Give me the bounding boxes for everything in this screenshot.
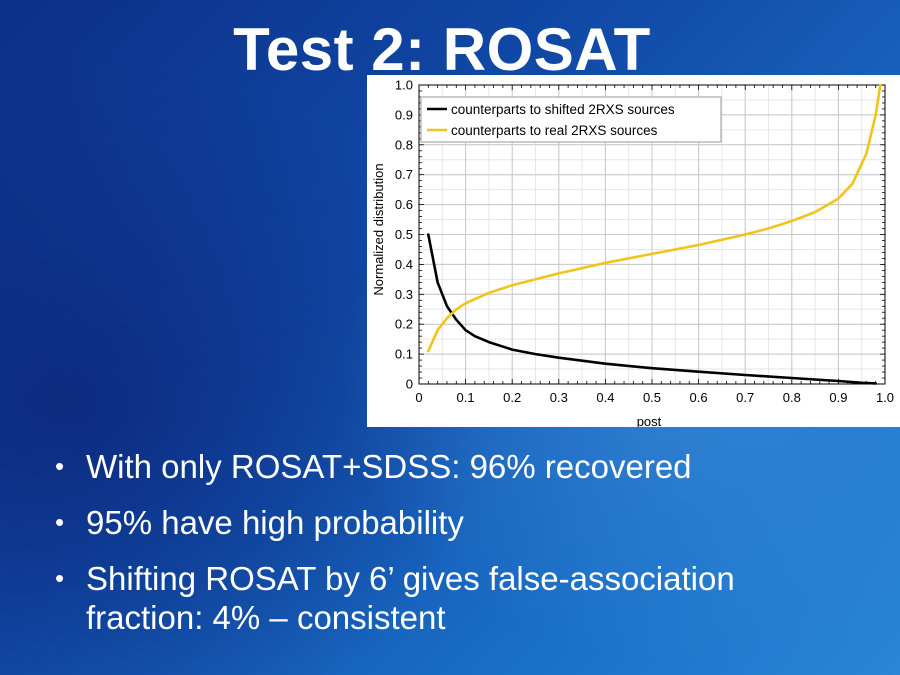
- y-tick-label: 0.4: [395, 257, 413, 272]
- bullet-text: 95% have high probability: [86, 504, 464, 541]
- y-axis-label: Normalized distribution: [371, 163, 386, 295]
- y-tick-label: 0.7: [395, 167, 413, 182]
- series-line-1: [427, 233, 877, 385]
- bullet-dot: •: [55, 507, 65, 537]
- chart-series: [427, 83, 882, 385]
- bullet-list: • With only ROSAT+SDSS: 96% recovered • 95…: [55, 447, 855, 654]
- y-tick-label: 0.8: [395, 137, 413, 152]
- line-chart: 0 0.1 0.2 0.3 0.4 0.5 0.6 0.7 0.8 0.9 1.0 0 0.1 0.2 0.…: [371, 78, 894, 428]
- legend-box: [420, 96, 722, 143]
- y-tick-label: 0: [406, 377, 413, 392]
- bullet-dot: •: [55, 451, 65, 481]
- bullet-text: Shifting ROSAT by 6’ gives false-associa…: [86, 560, 735, 636]
- legend-label: counterparts to real 2RXS sources: [451, 123, 658, 138]
- legend-label: counterparts to shifted 2RXS sources: [451, 102, 675, 117]
- y-tick-label: 0.2: [395, 317, 413, 332]
- bullet-item: • 95% have high probability: [55, 503, 855, 542]
- bullet-text: With only ROSAT+SDSS: 96% recovered: [86, 448, 692, 485]
- x-tick-label: 0.7: [736, 390, 754, 405]
- y-tick-label: 0.5: [395, 227, 413, 242]
- x-tick-label: 1.0: [876, 390, 894, 405]
- y-tick-label: 0.6: [395, 197, 413, 212]
- x-tick-label: 0: [415, 390, 422, 405]
- axis-ticks: 0 0.1 0.2 0.3 0.4 0.5 0.6 0.7 0.8 0.9 1.0 0 0.1 0.2 0.…: [395, 78, 894, 406]
- y-tick-label: 0.3: [395, 287, 413, 302]
- y-tick-label: 1.0: [395, 78, 413, 93]
- x-tick-label: 0.8: [783, 390, 801, 405]
- y-tick-label: 0.9: [395, 107, 413, 122]
- bullet-item: • Shifting ROSAT by 6’ gives false-associ…: [55, 559, 855, 637]
- x-tick-label: 0.5: [643, 390, 661, 405]
- series-line-2: [427, 83, 882, 353]
- bullet-dot: •: [55, 563, 65, 593]
- x-tick-label: 0.2: [503, 390, 521, 405]
- x-tick-label: 0.3: [550, 390, 568, 405]
- x-axis-label: post: [637, 414, 662, 427]
- x-tick-label: 0.9: [829, 390, 847, 405]
- x-tick-label: 0.1: [457, 390, 475, 405]
- y-tick-label: 0.1: [395, 347, 413, 362]
- bullet-item: • With only ROSAT+SDSS: 96% recovered: [55, 447, 855, 486]
- chart-legend: counterparts to shifted 2RXS sources coun…: [420, 96, 722, 143]
- slide-title: Test 2: ROSAT: [233, 16, 651, 83]
- chart-panel: 0 0.1 0.2 0.3 0.4 0.5 0.6 0.7 0.8 0.9 1.0 0 0.1 0.2 0.…: [367, 75, 900, 427]
- x-tick-label: 0.4: [596, 390, 614, 405]
- x-tick-label: 0.6: [690, 390, 708, 405]
